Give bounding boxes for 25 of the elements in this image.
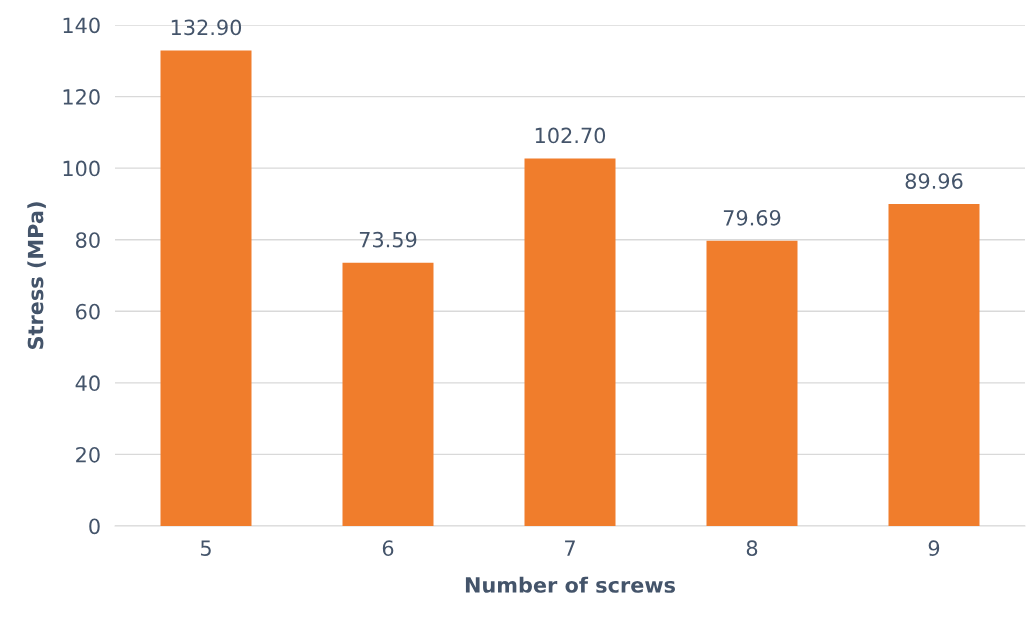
y-axis-title: Stress (MPa) xyxy=(27,202,46,349)
y-tick-label: 80 xyxy=(76,232,100,248)
data-label: 102.70 xyxy=(535,127,606,144)
y-tick-label: 140 xyxy=(63,17,100,34)
x-tick-label: 5 xyxy=(200,540,211,557)
y-tick-label: 40 xyxy=(75,375,100,392)
y-tick-label: 20 xyxy=(76,446,100,463)
data-label: 132.90 xyxy=(171,19,242,36)
y-tick-label: 60 xyxy=(76,303,100,320)
bar xyxy=(160,50,252,526)
x-axis-title: Number of screws xyxy=(465,576,675,593)
bar xyxy=(342,262,434,526)
x-tick-label: 8 xyxy=(746,540,758,557)
bar xyxy=(524,158,616,526)
data-label: 89.96 xyxy=(905,173,963,189)
x-tick-label: 6 xyxy=(382,540,394,557)
y-tick-label: 120 xyxy=(63,89,100,105)
data-label: 79.69 xyxy=(723,209,781,226)
bar xyxy=(706,240,798,526)
x-tick-label: 7 xyxy=(565,540,575,556)
y-tick-label: 0 xyxy=(89,518,100,535)
bar xyxy=(888,204,980,526)
x-tick-label: 9 xyxy=(928,540,940,557)
y-tick-label: 100 xyxy=(63,160,100,177)
data-label: 73.59 xyxy=(359,231,417,248)
